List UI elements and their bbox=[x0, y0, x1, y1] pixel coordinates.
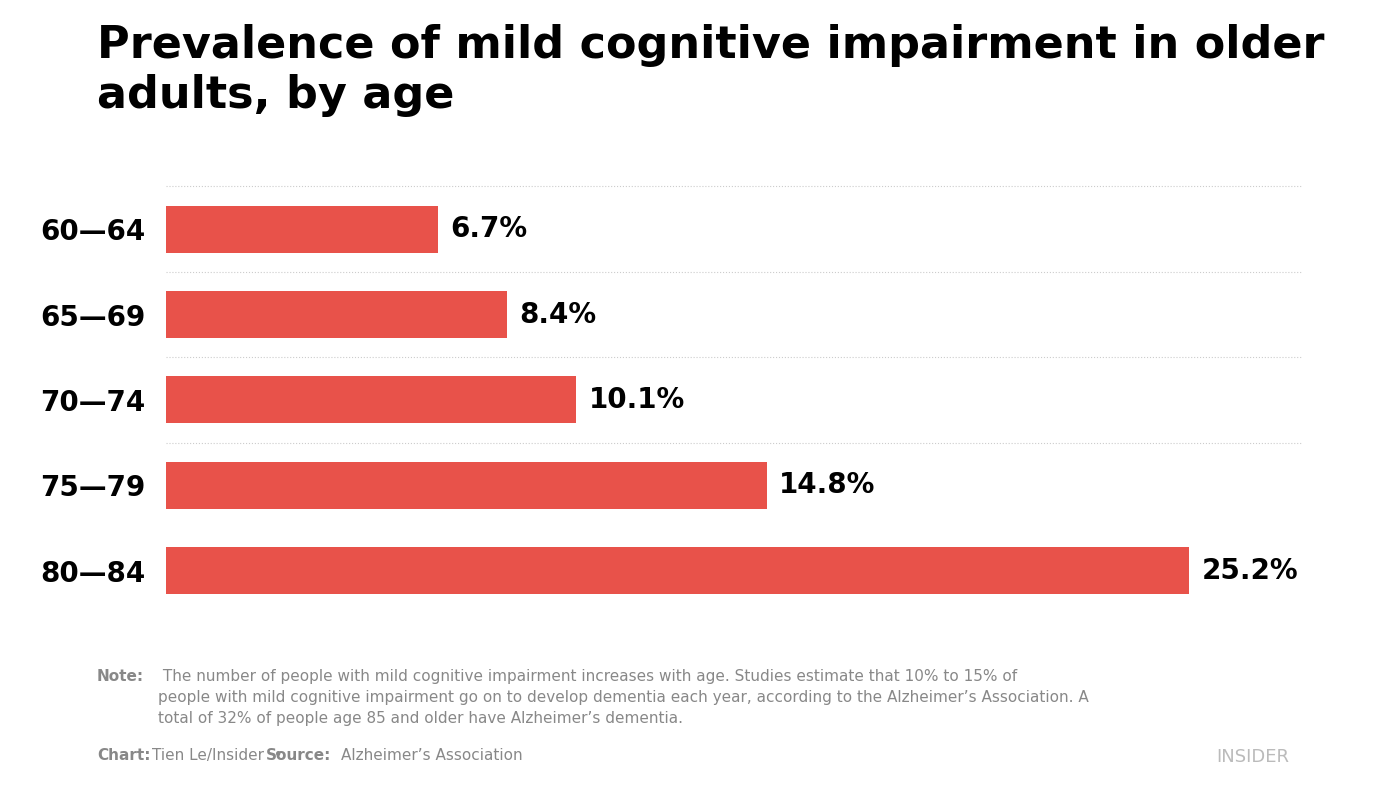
Text: Note:: Note: bbox=[97, 669, 144, 684]
Bar bbox=[166, 376, 577, 424]
Text: 8.4%: 8.4% bbox=[520, 300, 596, 329]
Text: 6.7%: 6.7% bbox=[450, 215, 528, 243]
Bar bbox=[166, 206, 438, 253]
Bar bbox=[166, 547, 1189, 594]
Text: Alzheimer’s Association: Alzheimer’s Association bbox=[341, 748, 523, 763]
Text: INSIDER: INSIDER bbox=[1216, 748, 1289, 767]
Text: Tien Le/Insider  •: Tien Le/Insider • bbox=[152, 748, 292, 763]
Text: Source:: Source: bbox=[266, 748, 331, 763]
Text: Prevalence of mild cognitive impairment in older
adults, by age: Prevalence of mild cognitive impairment … bbox=[97, 24, 1325, 116]
Text: 10.1%: 10.1% bbox=[589, 386, 685, 414]
Bar bbox=[166, 462, 766, 508]
Bar bbox=[166, 291, 507, 338]
Text: 14.8%: 14.8% bbox=[779, 471, 876, 500]
Text: Chart:: Chart: bbox=[97, 748, 151, 763]
Text: The number of people with mild cognitive impairment increases with age. Studies : The number of people with mild cognitive… bbox=[158, 669, 1089, 726]
Text: 25.2%: 25.2% bbox=[1202, 557, 1299, 584]
